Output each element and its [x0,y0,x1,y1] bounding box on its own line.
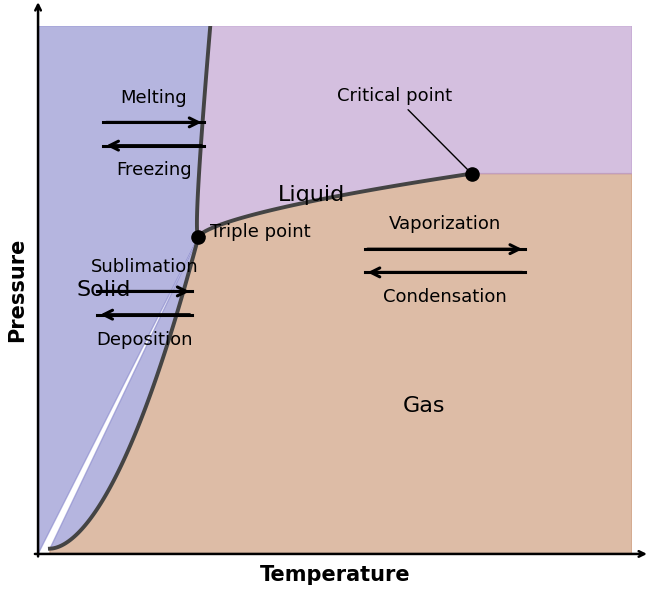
Text: Condensation: Condensation [383,288,507,306]
Point [467,169,477,178]
Polygon shape [197,25,632,237]
Text: Solid: Solid [76,280,131,300]
Point [193,232,203,242]
X-axis label: Temperature: Temperature [260,565,410,585]
Text: Melting: Melting [120,89,187,107]
Text: Liquid: Liquid [278,185,345,205]
Text: Freezing: Freezing [116,162,192,179]
Polygon shape [38,25,211,554]
Text: Deposition: Deposition [97,330,193,349]
Y-axis label: Pressure: Pressure [7,237,27,342]
Text: Gas: Gas [403,396,445,416]
Text: Critical point: Critical point [337,87,470,172]
Text: Triple point: Triple point [202,223,311,241]
Text: Vaporization: Vaporization [389,215,501,233]
Polygon shape [50,173,632,554]
Text: Sublimation: Sublimation [91,258,199,275]
